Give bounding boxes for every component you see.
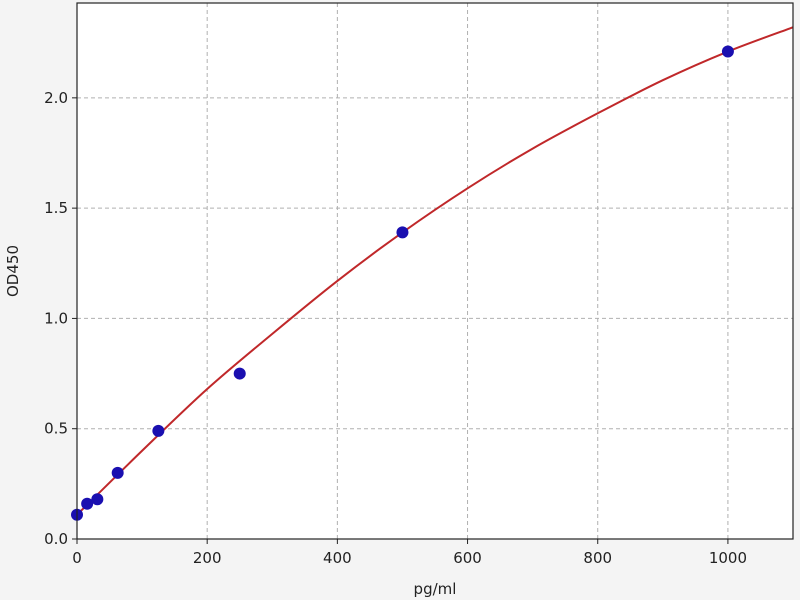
x-tick-label: 1000 xyxy=(709,549,747,567)
x-tick-label: 400 xyxy=(323,549,352,567)
data-point xyxy=(91,493,104,506)
data-point xyxy=(233,367,246,380)
x-tick-label: 600 xyxy=(453,549,482,567)
data-points xyxy=(71,45,734,521)
x-tick-label: 800 xyxy=(583,549,612,567)
y-axis-ticks: 0.0 0.5 1.0 1.5 2.0 xyxy=(44,89,77,548)
fit-curve xyxy=(76,26,794,516)
y-axis-label: OD450 xyxy=(4,245,22,297)
data-point xyxy=(152,424,165,437)
x-axis-label: pg/ml xyxy=(414,580,457,598)
x-axis-ticks: 0 200 400 600 800 1000 xyxy=(72,539,747,567)
plot-frame xyxy=(76,2,794,540)
plot-area xyxy=(77,3,793,539)
y-tick-label: 1.0 xyxy=(44,309,68,327)
y-tick-label: 1.5 xyxy=(44,199,68,217)
data-point xyxy=(111,466,124,479)
y-tick-label: 0.5 xyxy=(44,420,68,438)
x-tick-label: 0 xyxy=(72,549,82,567)
y-tick-label: 2.0 xyxy=(44,89,68,107)
y-tick-label: 0.0 xyxy=(44,530,68,548)
data-point xyxy=(81,497,94,510)
data-point xyxy=(721,45,734,58)
data-point xyxy=(396,226,409,239)
x-tick-label: 200 xyxy=(193,549,222,567)
